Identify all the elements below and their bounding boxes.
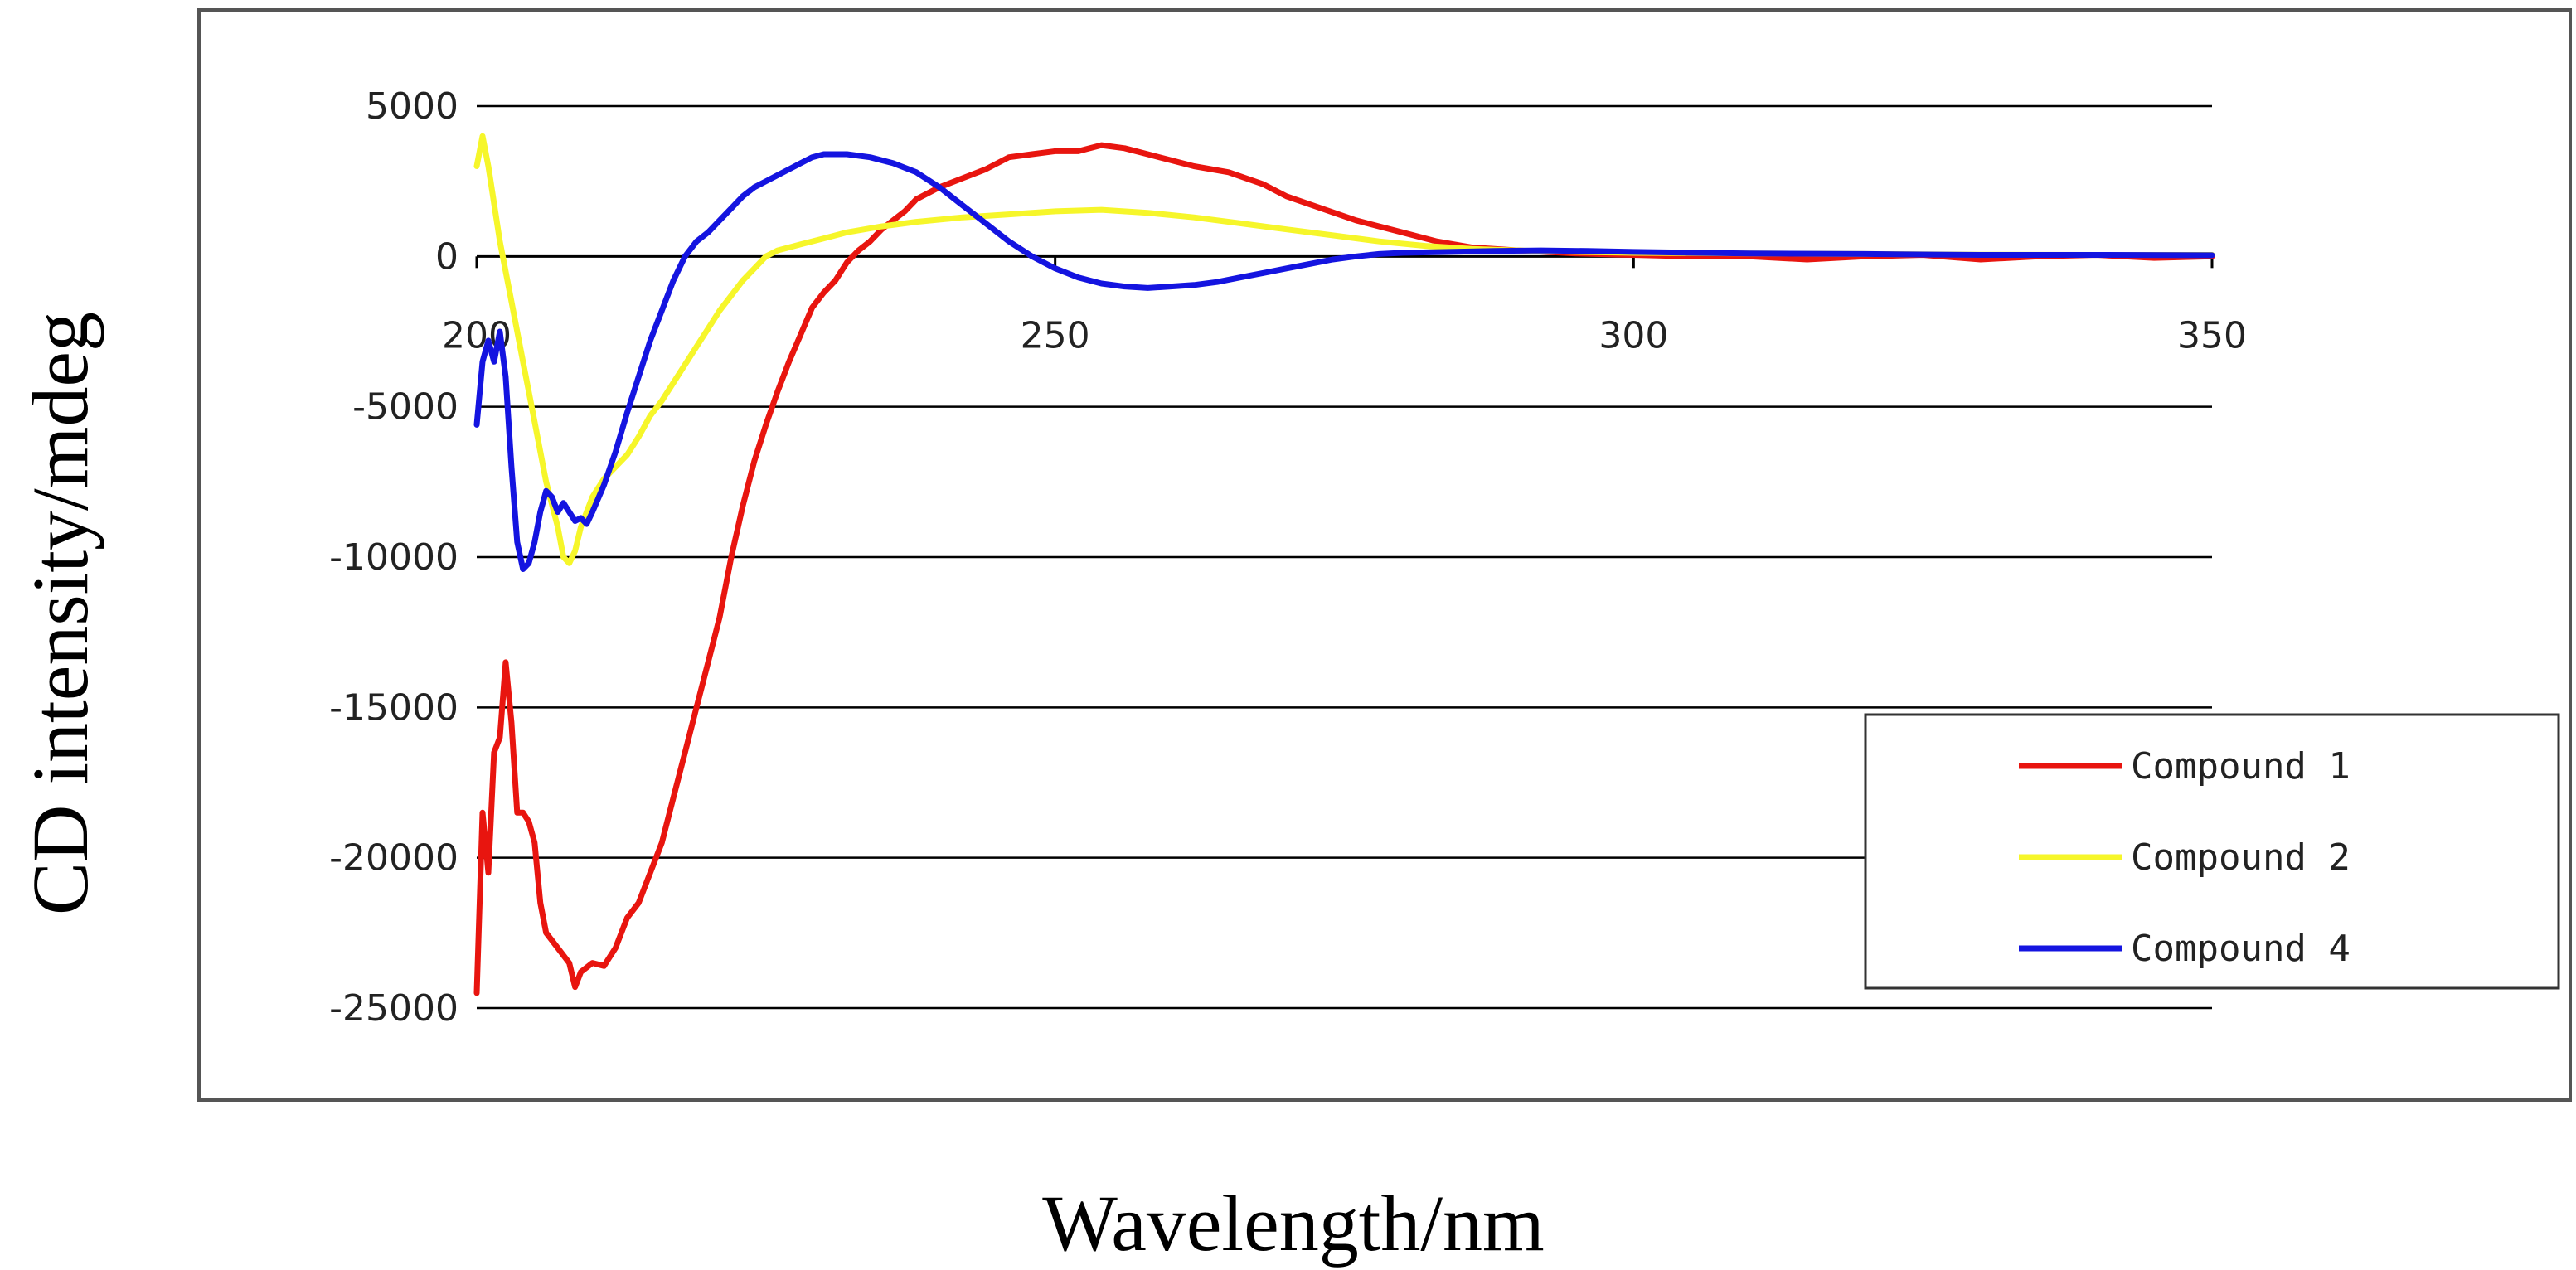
legend-label: Compound 4 xyxy=(2131,928,2350,970)
y-tick-label: -20000 xyxy=(329,837,458,880)
series-line-compound-3 xyxy=(473,151,2215,572)
x-axis-title: Wavelength/nm xyxy=(1042,1179,1544,1268)
legend: Compound 1 Compound 2 Compound 4 xyxy=(1864,713,2560,990)
data-series xyxy=(473,133,2215,996)
y-tick-label: -15000 xyxy=(329,686,458,729)
legend-label: Compound 1 xyxy=(2131,745,2350,788)
x-tick-label: 300 xyxy=(1598,314,1668,356)
x-tick-label: 250 xyxy=(1021,314,1090,356)
y-tick-label: 0 xyxy=(435,235,458,278)
y-tick-label: -25000 xyxy=(329,987,458,1030)
legend-box xyxy=(1864,713,2560,990)
x-axis-ticks: 200 250 300 350 xyxy=(442,256,2247,356)
x-tick-label: 350 xyxy=(2177,314,2247,356)
y-tick-label: 5000 xyxy=(366,85,458,128)
y-tick-label: -10000 xyxy=(329,536,458,579)
y-axis-ticks: 5000 0 -5000 -10000 -15000 -20000 -25000 xyxy=(329,85,458,1030)
y-axis-title: CD intensity/mdeg xyxy=(16,312,104,915)
y-tick-label: -5000 xyxy=(352,386,458,429)
series-line-compound-2 xyxy=(473,133,2215,566)
legend-label: Compound 2 xyxy=(2131,836,2350,879)
